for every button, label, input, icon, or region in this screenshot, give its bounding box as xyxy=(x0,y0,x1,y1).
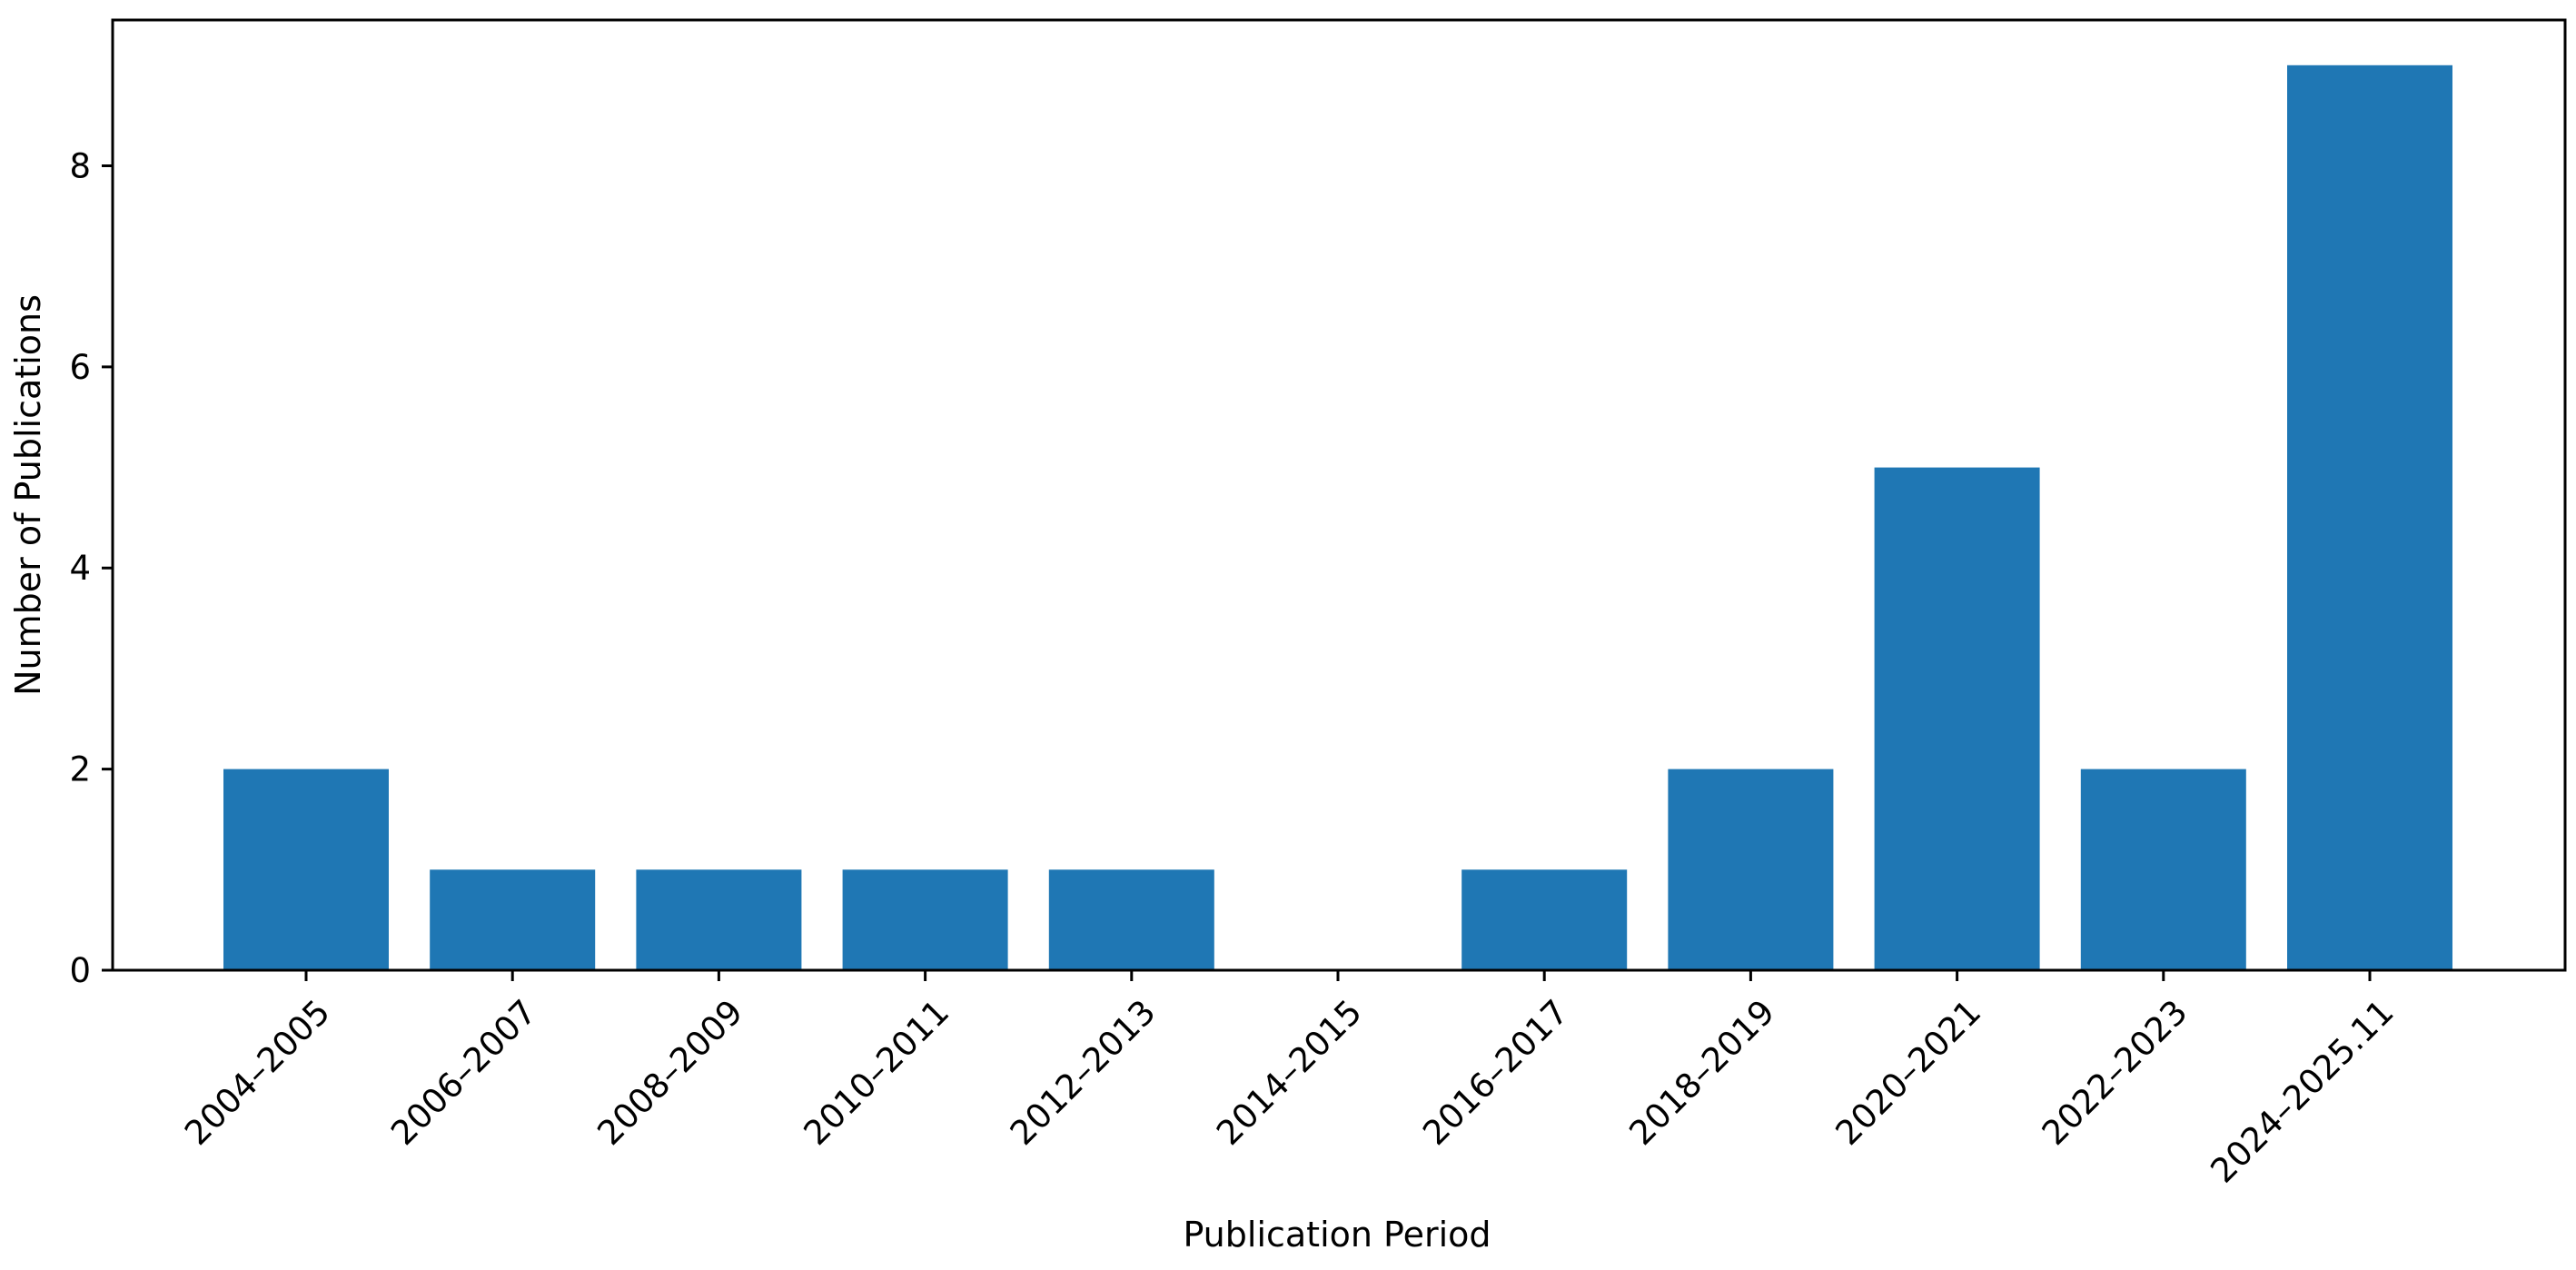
x-tick-label-1: 2004–2005 xyxy=(177,992,338,1153)
bar-4 xyxy=(842,869,1008,970)
bar-10 xyxy=(2080,769,2246,970)
y-tick-label-0: 0 xyxy=(69,951,91,990)
bar-11 xyxy=(2287,64,2452,971)
bar-8 xyxy=(1668,769,1834,970)
x-tick-label-10: 2022–2023 xyxy=(2035,992,2195,1153)
bar-7 xyxy=(1461,869,1628,970)
x-tick-label-8: 2018–2019 xyxy=(1621,992,1782,1153)
bar-2 xyxy=(430,869,596,970)
y-tick-label-2: 2 xyxy=(69,750,91,789)
bar-1 xyxy=(223,769,389,970)
plot-frame xyxy=(111,18,2567,972)
x-tick-label-11: 2024–2025.11 xyxy=(2203,992,2401,1190)
x-tick-label-5: 2012–2013 xyxy=(1003,992,1164,1153)
x-tick-label-6: 2014–2015 xyxy=(1209,992,1370,1153)
x-tick-label-9: 2020–2021 xyxy=(1828,992,1989,1153)
x-tick-label-3: 2008–2009 xyxy=(590,992,750,1153)
x-axis-ticks: 2004–2005 2006–2007 2008–2009 2010–2011 2012… xyxy=(177,970,2402,1191)
x-tick-label-2: 2006–2007 xyxy=(383,992,544,1153)
x-axis-label: Publication Period xyxy=(1183,1215,1491,1255)
bar-3 xyxy=(636,869,802,970)
bar-9 xyxy=(1874,467,2040,970)
x-tick-label-4: 2010–2011 xyxy=(797,992,957,1153)
y-axis-label: Number of Publications xyxy=(8,294,48,696)
y-tick-label-4: 4 xyxy=(69,549,91,588)
x-tick-label-7: 2016–2017 xyxy=(1415,992,1576,1153)
y-tick-label-8: 8 xyxy=(69,146,91,185)
y-axis-ticks: 0 2 4 6 8 xyxy=(69,146,113,990)
bar-5 xyxy=(1048,869,1214,970)
y-tick-label-6: 6 xyxy=(69,348,91,387)
bars-group xyxy=(223,64,2452,971)
